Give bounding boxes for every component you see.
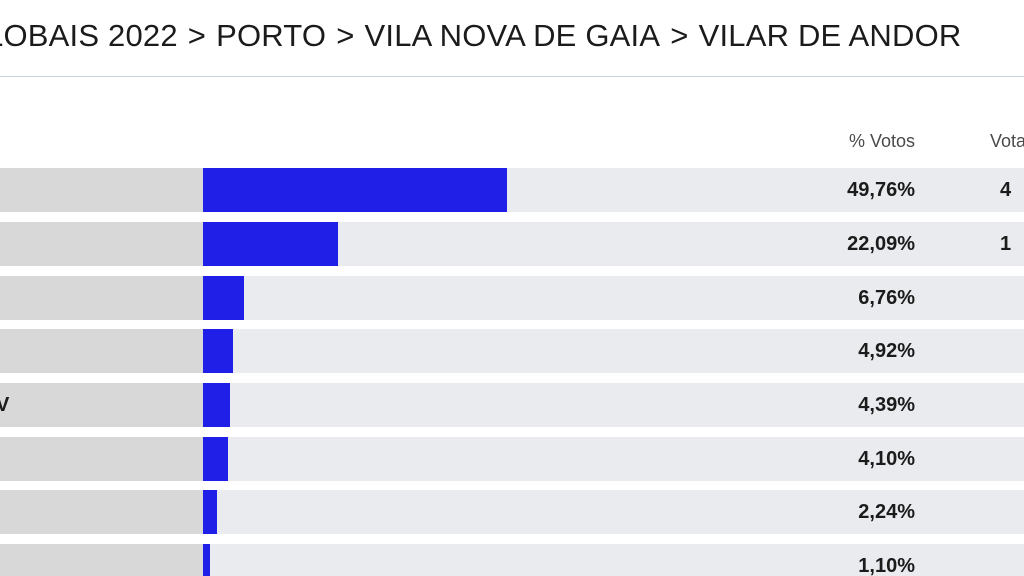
vote-share-bar bbox=[203, 276, 245, 320]
breadcrumb-item-district[interactable]: PORTO bbox=[216, 18, 327, 53]
vote-share-bar bbox=[203, 490, 217, 534]
breadcrumb-item-municipality[interactable]: VILA NOVA DE GAIA bbox=[364, 18, 661, 53]
breadcrumb-separator: > bbox=[670, 18, 689, 53]
column-header-pct-votes: % Votos bbox=[848, 131, 915, 151]
vote-percentage: 4,10% bbox=[858, 448, 915, 470]
result-row[interactable]: 49,76% 4 bbox=[0, 168, 1024, 212]
vote-percentage: 4,92% bbox=[858, 340, 915, 362]
header-divider bbox=[0, 76, 1024, 77]
vote-count: 4 bbox=[1000, 179, 1012, 201]
breadcrumb-item-parish: VILAR DE ANDOR bbox=[698, 18, 962, 53]
result-row[interactable]: 22,09% 1 bbox=[0, 222, 1024, 266]
result-row[interactable]: 4,10% bbox=[0, 437, 1024, 481]
party-name-cell bbox=[0, 544, 203, 576]
breadcrumb: LOBAIS 2022 > PORTO > VILA NOVA DE GAIA > VILA… bbox=[0, 18, 962, 54]
party-name-cell bbox=[0, 276, 203, 320]
vote-percentage: 49,76% bbox=[847, 179, 915, 201]
party-name-cell bbox=[0, 222, 203, 266]
vote-share-bar bbox=[203, 329, 233, 373]
vote-percentage: 22,09% bbox=[847, 233, 915, 255]
bar-track bbox=[203, 490, 1024, 534]
party-name-cell: V bbox=[0, 383, 203, 427]
vote-percentage: 6,76% bbox=[858, 287, 915, 309]
column-header-votes: Vota bbox=[990, 131, 1024, 151]
bar-track bbox=[203, 222, 1024, 266]
result-row[interactable]: V 4,39% bbox=[0, 383, 1024, 427]
result-row[interactable]: 6,76% bbox=[0, 276, 1024, 320]
bar-track bbox=[203, 276, 1024, 320]
bar-track bbox=[203, 544, 1024, 576]
breadcrumb-separator: > bbox=[336, 18, 355, 53]
party-name: V bbox=[0, 394, 10, 416]
vote-share-bar bbox=[203, 383, 230, 427]
vote-percentage: 2,24% bbox=[858, 501, 915, 523]
bar-track bbox=[203, 383, 1024, 427]
result-row[interactable]: 2,24% bbox=[0, 490, 1024, 534]
breadcrumb-separator: > bbox=[187, 18, 207, 53]
vote-share-bar bbox=[203, 544, 210, 576]
bar-track bbox=[203, 329, 1024, 373]
vote-percentage: 4,39% bbox=[858, 394, 915, 416]
party-name-cell bbox=[0, 490, 203, 534]
vote-share-bar bbox=[203, 168, 507, 212]
bar-track bbox=[203, 437, 1024, 481]
party-name-cell bbox=[0, 437, 203, 481]
vote-share-bar bbox=[203, 437, 228, 481]
breadcrumb-item-election[interactable]: LOBAIS 2022 bbox=[0, 18, 178, 53]
vote-share-bar bbox=[203, 222, 338, 266]
vote-percentage: 1,10% bbox=[858, 555, 915, 576]
party-name-cell bbox=[0, 329, 203, 373]
result-row[interactable]: 4,92% bbox=[0, 329, 1024, 373]
party-name-cell bbox=[0, 168, 203, 212]
result-row[interactable]: 1,10% bbox=[0, 544, 1024, 576]
vote-count: 1 bbox=[1000, 233, 1012, 255]
